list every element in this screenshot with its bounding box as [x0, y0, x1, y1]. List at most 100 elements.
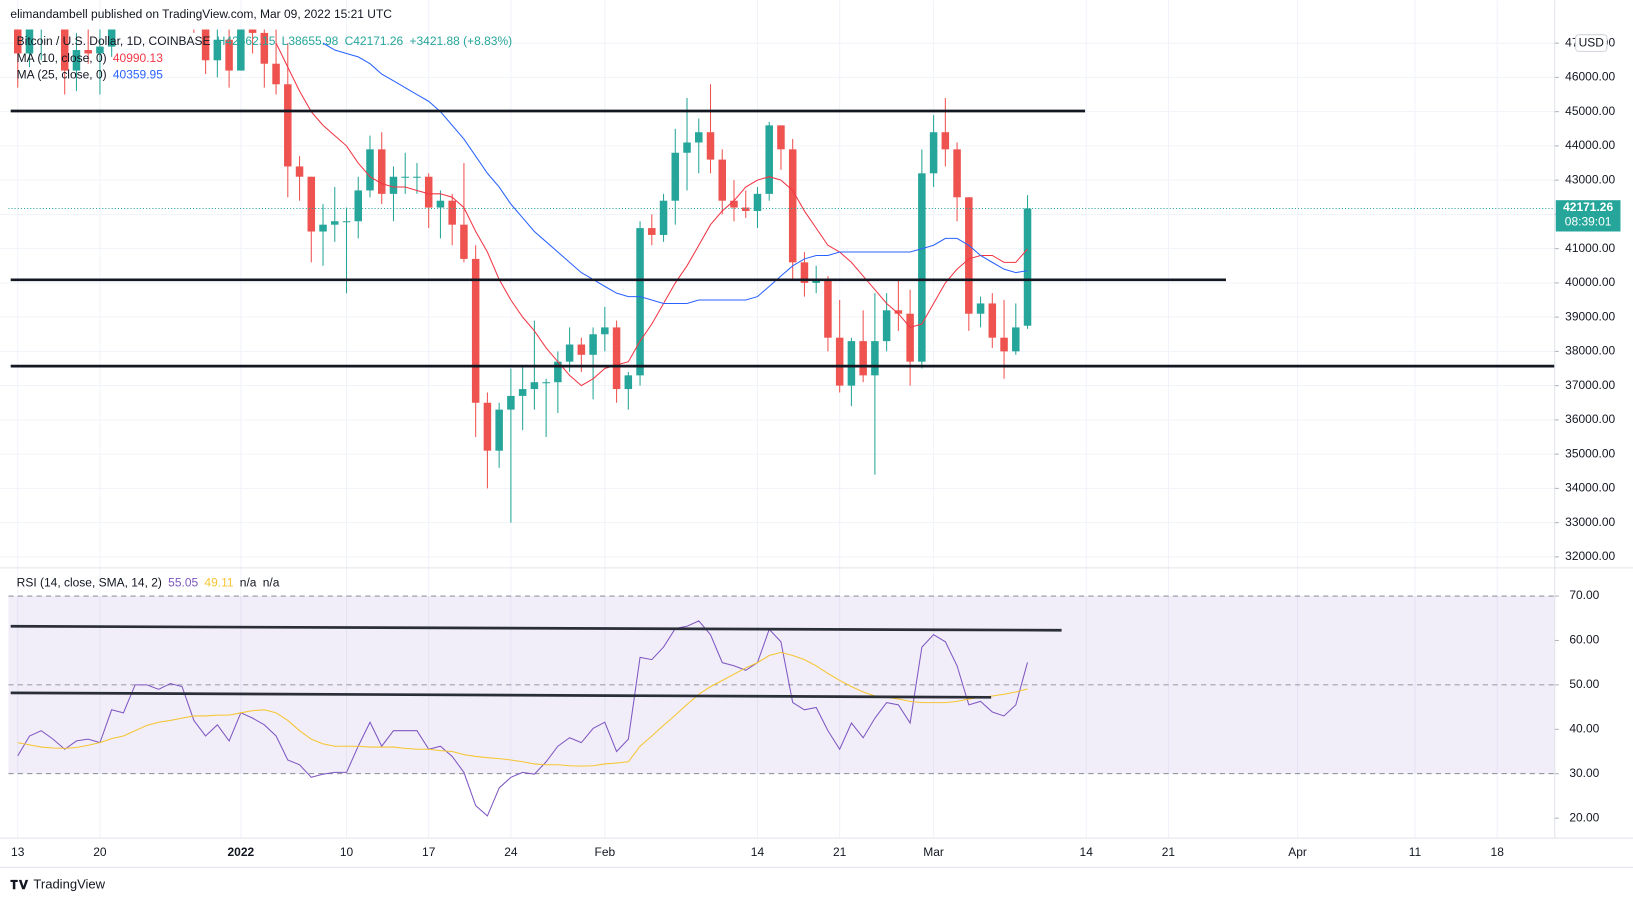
candle-body — [213, 39, 222, 61]
candle-body — [718, 159, 727, 201]
y-tick-label: 41000.00 — [1565, 241, 1615, 255]
candle-body — [342, 221, 351, 223]
y-tick-label: 50.00 — [1569, 677, 1599, 691]
candle-body — [612, 327, 621, 390]
x-tick-label: 13 — [11, 845, 25, 859]
candle-body — [260, 32, 269, 64]
y-tick-label: 40.00 — [1569, 721, 1599, 735]
x-tick-label: Feb — [595, 845, 616, 859]
trend-line — [10, 624, 1062, 632]
x-tick-label: 24 — [504, 845, 518, 859]
x-tick-label: 14 — [751, 845, 765, 859]
candle-body — [894, 310, 903, 314]
candle-body — [460, 224, 468, 259]
rsi-pane — [8, 595, 1555, 817]
candle-body — [859, 341, 867, 376]
y-tick-label: 60.00 — [1569, 633, 1599, 647]
candle-body — [753, 193, 762, 211]
grid — [0, 0, 1555, 839]
candle-body — [976, 303, 985, 314]
candle-body — [906, 313, 914, 362]
x-tick-label: 17 — [422, 845, 436, 859]
candle-body — [765, 125, 773, 194]
candle-body — [648, 228, 656, 235]
candle-body — [624, 375, 633, 390]
legend-item: +3421.88 (+8.83%) — [409, 34, 512, 48]
candle-body — [225, 39, 233, 71]
candle-body — [1000, 337, 1008, 352]
x-tick-label: Mar — [923, 845, 944, 859]
y-tick-label: 33000.00 — [1565, 515, 1615, 529]
candle-body — [800, 262, 809, 283]
footer-logo — [10, 879, 29, 890]
candle-body — [589, 334, 597, 355]
y-tick-label: 46000.00 — [1565, 70, 1615, 84]
series-line — [17, 620, 1028, 817]
candle-body — [96, 46, 104, 54]
candle-body — [601, 327, 609, 335]
candle-body — [788, 149, 797, 263]
currency-box — [1575, 34, 1608, 52]
y-tick-label: 70.00 — [1569, 588, 1599, 602]
y-tick-label: 44000.00 — [1565, 138, 1615, 152]
candle-body — [835, 337, 844, 386]
candle-body — [507, 395, 515, 410]
legend-item: n/a — [240, 576, 257, 590]
candle-body — [542, 382, 550, 384]
x-tick-label: 21 — [833, 845, 847, 859]
legend-item: H42562.15 — [217, 34, 276, 48]
x-tick-label: 21 — [1162, 845, 1176, 859]
x-tick-label: 2022 — [227, 845, 254, 859]
candle-body — [554, 361, 562, 383]
legend-item: C42171.26 — [345, 34, 404, 48]
x-tick-label: 20 — [93, 845, 107, 859]
candle-body — [424, 176, 433, 208]
candle-body — [377, 149, 386, 194]
candle-body — [107, 29, 116, 47]
candle-body — [636, 228, 644, 376]
y-tick-label: 30.00 — [1569, 766, 1599, 780]
x-tick-label: 11 — [1409, 845, 1422, 859]
candle-body — [824, 279, 832, 338]
last-price-box — [1555, 200, 1621, 232]
candle-body — [272, 63, 280, 85]
candle-body — [331, 221, 339, 225]
legend-item: 40359.95 — [113, 68, 163, 82]
y-tick-label: 20.00 — [1569, 810, 1599, 824]
y-tick-label: 38000.00 — [1565, 344, 1615, 358]
candle-body — [659, 200, 668, 235]
y-tick-label: 34000.00 — [1565, 481, 1615, 495]
y-tick-label: 43000.00 — [1565, 172, 1615, 186]
candle-body — [13, 29, 22, 54]
candle-body — [929, 132, 938, 174]
y-tick-label: 45000.00 — [1565, 104, 1615, 118]
candle-body — [436, 200, 445, 208]
candle-body — [471, 258, 480, 403]
candle-body — [530, 382, 539, 390]
legend-item: 49.11 — [204, 576, 233, 590]
candle-body — [1023, 208, 1032, 326]
candle-body — [695, 132, 703, 143]
candle-body — [730, 200, 738, 208]
y-tick-label: 36000.00 — [1565, 412, 1615, 426]
candle-body — [941, 132, 950, 150]
candle-body — [319, 224, 327, 232]
candle-body — [495, 409, 503, 451]
legend-item: RSI (14, close, SMA, 14, 2) — [17, 576, 162, 590]
series-line — [275, 42, 1028, 387]
candle-body — [295, 166, 304, 177]
candle-body — [741, 207, 750, 211]
candle-body — [284, 84, 292, 167]
y-tick-label: 35000.00 — [1565, 446, 1615, 460]
legend-item: 40990.13 — [113, 51, 163, 65]
labels: elimandambell published on TradingView.c… — [10, 7, 512, 590]
candle-body — [812, 279, 820, 283]
candle-body — [366, 149, 374, 191]
x-tick-label: Apr — [1288, 845, 1307, 859]
candle-body — [354, 190, 363, 222]
price-pane — [8, 29, 1555, 523]
candle-body — [953, 149, 961, 198]
y-tick-label: 40000.00 — [1565, 275, 1615, 289]
candle-body — [565, 344, 574, 362]
